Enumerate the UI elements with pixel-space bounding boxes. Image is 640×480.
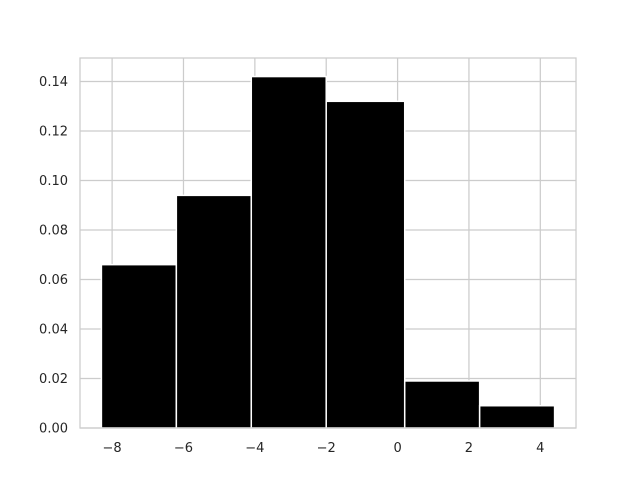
y-tick-label: 0.00 [39, 422, 68, 437]
x-tick-label: 4 [536, 441, 544, 456]
y-axis-ticks: 0.00 0.02 0.04 0.06 0.08 0.10 0.12 0.14 [39, 75, 68, 436]
y-tick-label: 0.04 [39, 323, 68, 338]
histogram-bar-5 [403, 380, 481, 429]
y-tick-label: 0.02 [39, 372, 68, 387]
histogram-bar-4 [325, 100, 406, 429]
y-tick-label: 0.06 [39, 273, 68, 288]
x-tick-label: −4 [245, 441, 264, 456]
histogram-bar-6 [478, 404, 556, 429]
histogram-bars [100, 75, 556, 429]
x-tick-label: 2 [465, 441, 473, 456]
histogram-bar-2 [175, 194, 253, 429]
plot-frame [79, 57, 577, 429]
y-tick-label: 0.08 [39, 224, 68, 239]
histogram-bar-1 [100, 263, 178, 429]
x-tick-label: −2 [317, 441, 336, 456]
x-tick-label: −8 [103, 441, 122, 456]
y-tick-label: 0.14 [39, 75, 68, 90]
x-tick-label: −6 [174, 441, 193, 456]
y-tick-label: 0.12 [39, 125, 68, 140]
histogram-bar-3 [250, 75, 327, 429]
x-axis-ticks: −8 −6 −4 −2 0 2 4 [103, 441, 545, 456]
y-tick-label: 0.10 [39, 174, 68, 189]
x-tick-label: 0 [393, 441, 401, 456]
